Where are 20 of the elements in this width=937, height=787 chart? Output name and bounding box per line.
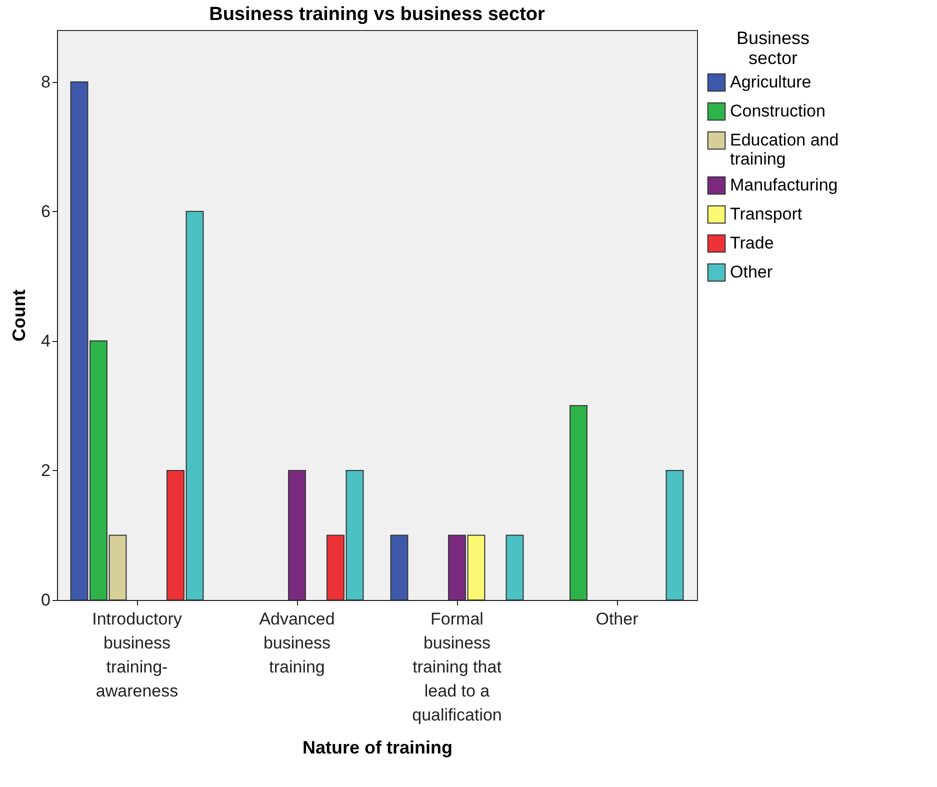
y-tick-label: 4: [41, 331, 50, 350]
chart-title: Business training vs business sector: [209, 4, 546, 25]
legend-label: Education and training: [730, 130, 839, 168]
legend-label: Construction: [730, 102, 826, 120]
y-tick-label: 2: [41, 460, 50, 480]
legend-label: Manufacturing: [730, 176, 838, 194]
y-tick-label: 6: [41, 202, 50, 221]
y-axis-title: Count: [9, 290, 30, 342]
legend-title: Business sector: [736, 28, 810, 68]
x-tick-label: Formal business training that lead to a qualification: [412, 610, 502, 724]
x-tick-label: Advanced business training: [259, 610, 335, 676]
legend-label: Agriculture: [730, 72, 812, 92]
legend-label: Trade: [730, 234, 774, 252]
y-tick-label: 8: [41, 72, 50, 92]
x-tick-label: Other: [596, 610, 639, 628]
y-tick-label: 0: [41, 590, 50, 610]
legend-label: Transport: [730, 204, 802, 224]
legend-label: Other: [730, 262, 773, 282]
x-tick-label: Introductory business training-awareness: [92, 610, 182, 700]
x-axis-title: Nature of training: [302, 738, 453, 758]
